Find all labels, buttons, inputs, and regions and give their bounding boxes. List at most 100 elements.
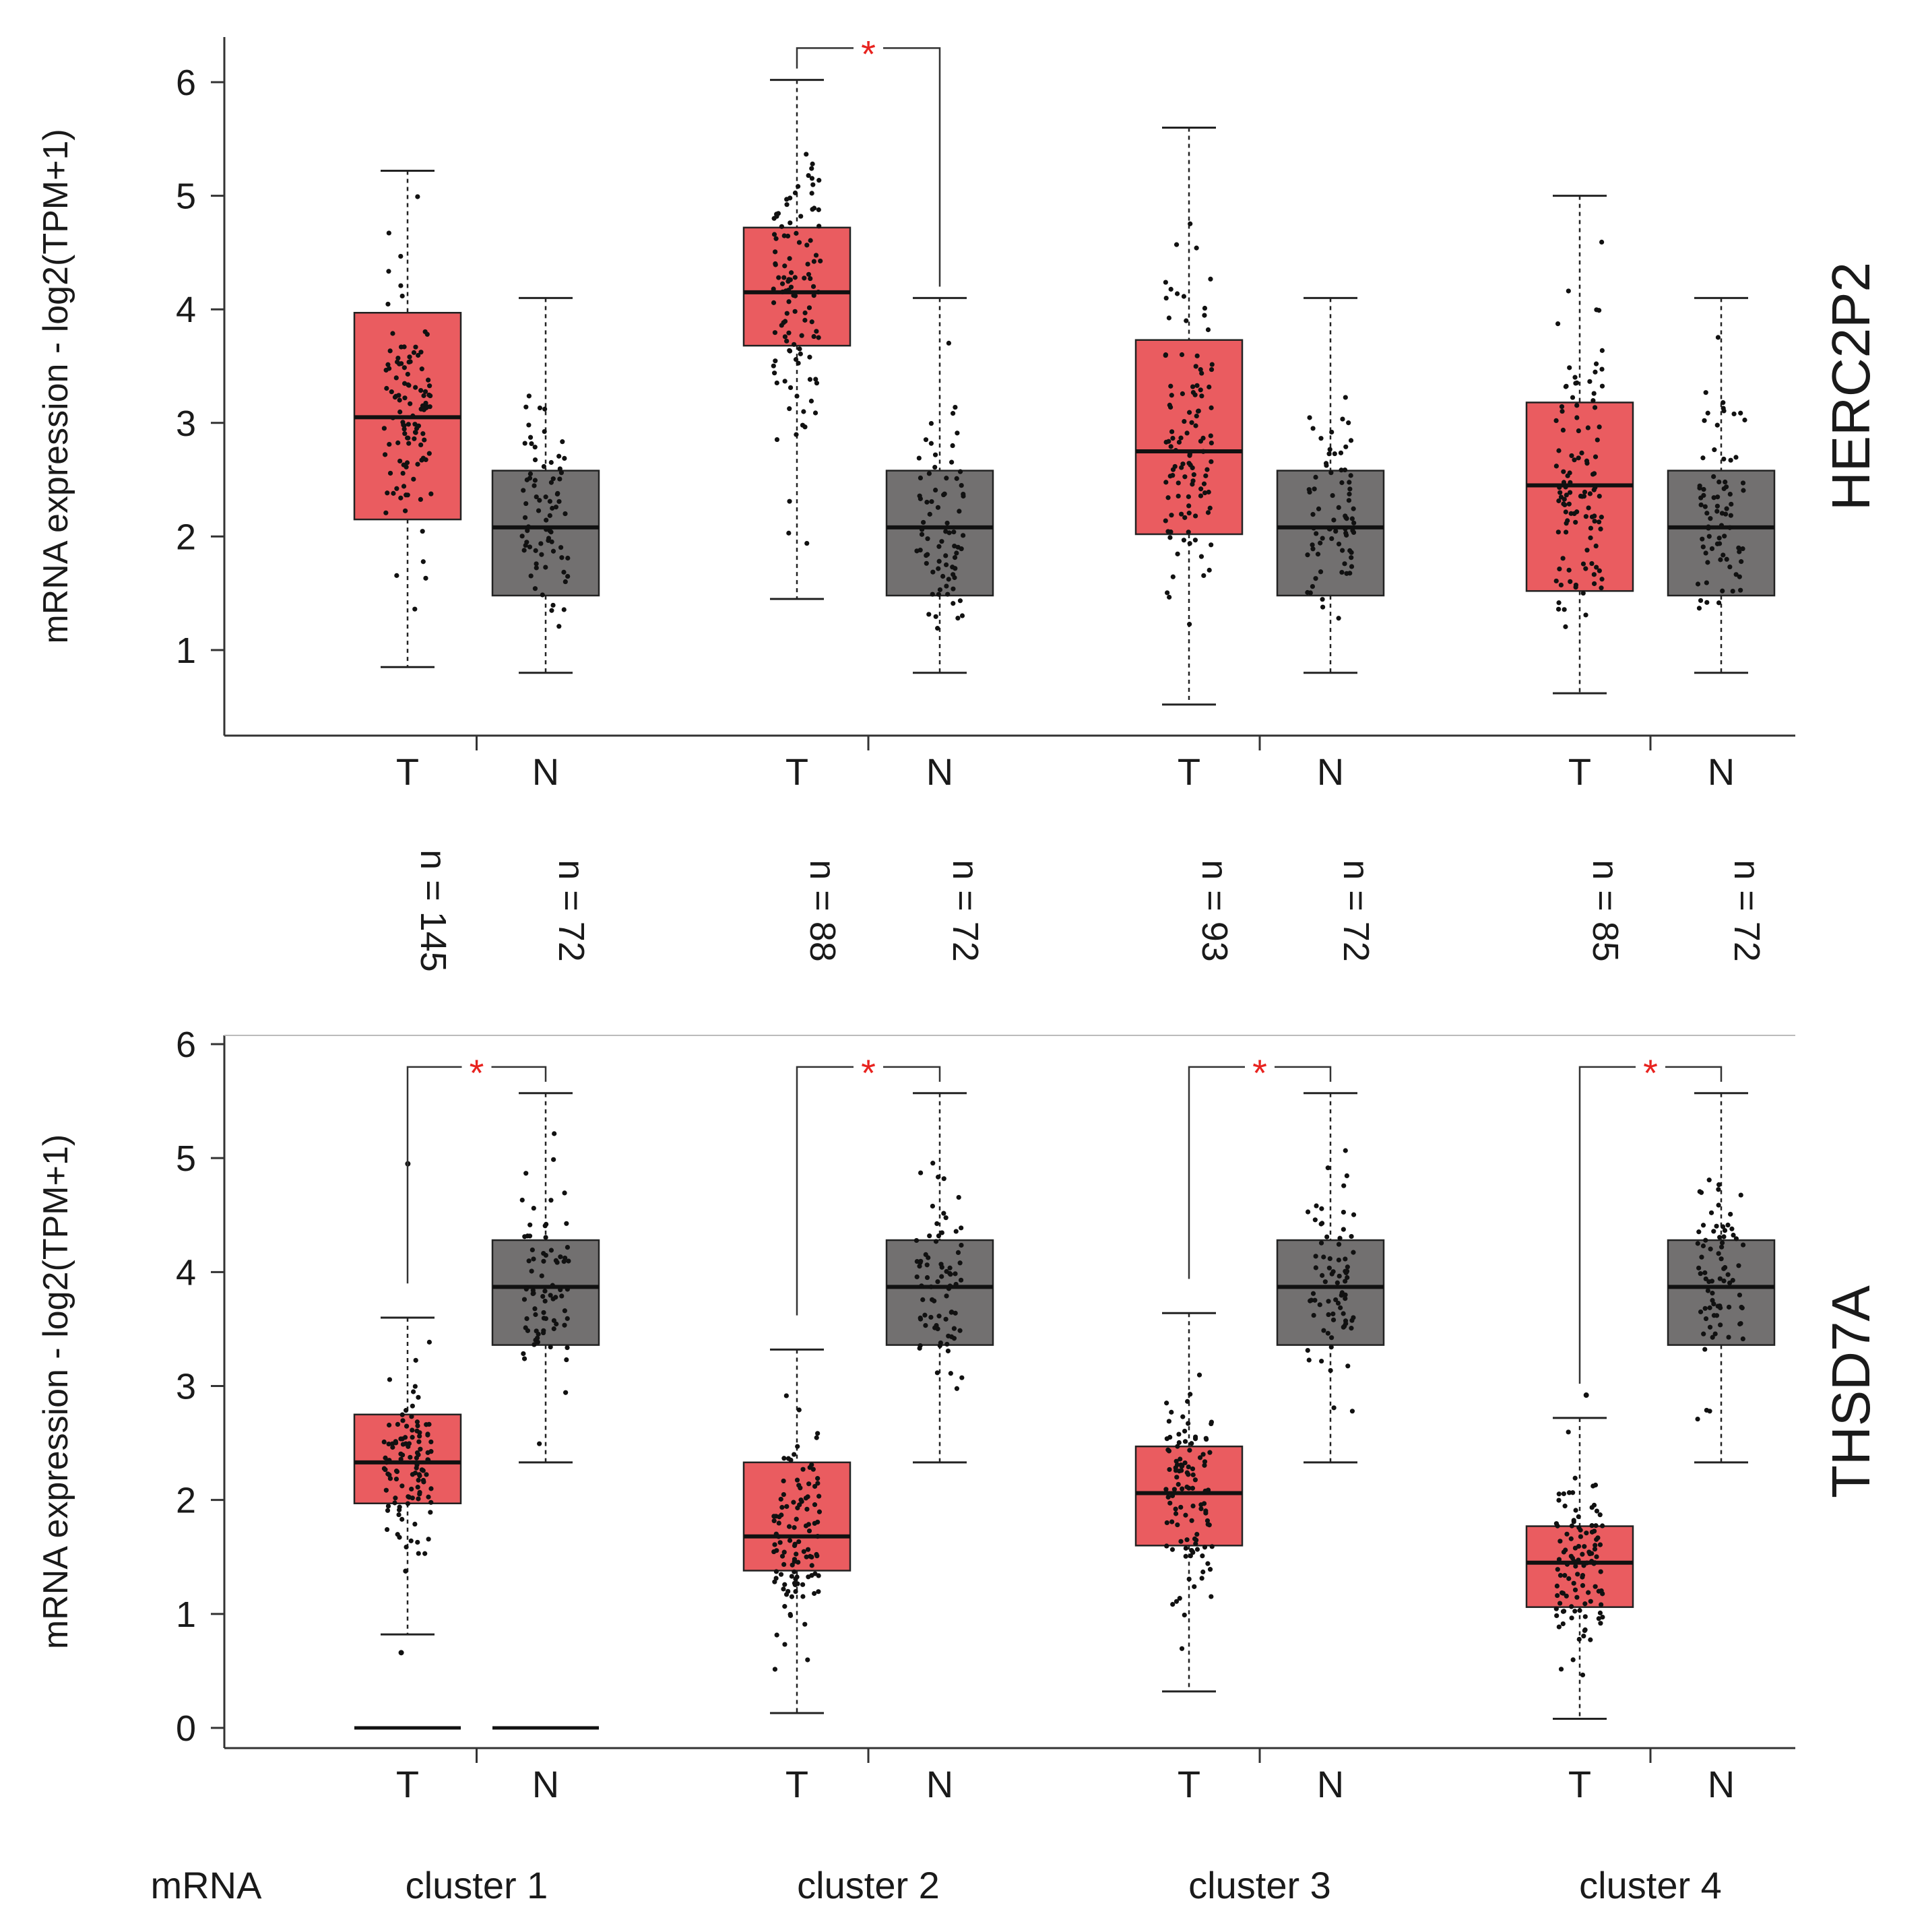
data-point: [936, 544, 942, 549]
data-point: [812, 1483, 818, 1489]
data-point: [795, 1444, 800, 1449]
data-point: [917, 1263, 922, 1269]
data-point: [1555, 529, 1561, 535]
data-point: [1714, 509, 1720, 514]
data-point: [1716, 1251, 1721, 1256]
data-point: [781, 1586, 786, 1592]
data-point: [1341, 1324, 1346, 1330]
data-point: [1703, 1316, 1709, 1322]
data-point: [1716, 1187, 1721, 1192]
data-point: [1698, 1190, 1704, 1195]
data-point: [1198, 554, 1204, 559]
x-tick-label-n: N: [532, 750, 559, 793]
data-point: [813, 377, 818, 382]
data-point: [1563, 529, 1569, 535]
data-point: [1327, 1256, 1332, 1261]
data-point: [802, 310, 808, 316]
data-point: [533, 1312, 538, 1318]
data-point: [1566, 1490, 1572, 1495]
data-point: [1718, 1256, 1724, 1262]
data-point: [402, 395, 408, 401]
data-point: [1584, 458, 1590, 463]
data-point: [1592, 519, 1597, 524]
data-point: [1169, 429, 1175, 434]
data-point: [1706, 1178, 1712, 1183]
data-point: [1556, 448, 1562, 453]
box-cluster-2-t: [742, 79, 851, 600]
data-point: [1341, 1227, 1346, 1232]
data-point: [1320, 536, 1325, 541]
data-point: [1595, 437, 1600, 443]
box-cluster-2-n: [885, 296, 994, 674]
data-point: [392, 394, 398, 400]
data-point: [410, 1403, 415, 1409]
data-point: [1351, 1315, 1356, 1320]
data-point: [1183, 1512, 1188, 1518]
y-tick-label: 5: [176, 176, 196, 217]
data-point: [1312, 486, 1317, 492]
data-point: [1716, 1182, 1722, 1188]
data-point: [1186, 529, 1191, 535]
data-point: [519, 1197, 525, 1203]
data-point: [1310, 546, 1316, 552]
data-point: [1208, 276, 1213, 282]
data-point: [779, 323, 784, 328]
data-point: [558, 470, 565, 476]
data-point: [1737, 574, 1742, 579]
data-point: [408, 401, 413, 406]
data-point: [1335, 1300, 1341, 1306]
data-point: [1199, 393, 1204, 399]
data-point: [401, 426, 407, 432]
data-point: [1726, 1304, 1732, 1310]
data-point: [913, 1237, 920, 1244]
data-point: [1182, 1460, 1188, 1466]
data-point: [1321, 1328, 1326, 1333]
data-point: [809, 1563, 814, 1568]
data-point: [776, 275, 781, 280]
data-point: [1343, 1292, 1348, 1297]
data-point: [950, 411, 956, 416]
sample-count-tumor: n = 85: [1585, 860, 1626, 962]
data-point: [391, 490, 396, 496]
y-tick-label: 6: [176, 1025, 196, 1065]
data-point: [1349, 1233, 1354, 1239]
data-point: [1345, 1275, 1350, 1281]
data-point: [944, 1293, 949, 1299]
data-point: [1586, 1590, 1591, 1595]
data-point: [781, 1549, 787, 1555]
data-point: [1711, 1229, 1716, 1234]
data-point: [565, 555, 571, 561]
data-point: [943, 553, 949, 558]
data-point: [809, 319, 814, 325]
data-point: [1596, 519, 1602, 525]
data-point: [935, 1326, 940, 1332]
data-point: [1179, 1468, 1184, 1473]
data-point: [810, 161, 815, 166]
data-point: [527, 434, 534, 440]
data-point: [1173, 1465, 1178, 1471]
data-point: [946, 340, 952, 346]
data-point: [808, 398, 814, 404]
data-point: [1184, 430, 1190, 436]
data-point: [1344, 516, 1349, 521]
box-cluster-4-n: [1667, 296, 1776, 674]
data-point: [782, 1642, 788, 1647]
data-point: [1166, 1448, 1172, 1454]
data-point: [940, 573, 946, 579]
data-point: [1351, 1250, 1356, 1255]
data-point: [414, 1450, 420, 1456]
data-point: [812, 1502, 818, 1508]
data-point: [1176, 439, 1182, 445]
data-point: [1719, 1240, 1725, 1246]
data-point: [771, 1549, 777, 1555]
data-point: [1175, 551, 1180, 556]
data-point: [532, 1306, 538, 1312]
data-point: [1556, 1624, 1562, 1630]
data-point: [1720, 1224, 1726, 1229]
data-point: [778, 1572, 784, 1577]
data-point: [1593, 454, 1599, 459]
data-point: [1184, 318, 1189, 323]
data-point: [1194, 353, 1200, 358]
data-point: [405, 371, 410, 377]
data-point: [1738, 1192, 1743, 1198]
